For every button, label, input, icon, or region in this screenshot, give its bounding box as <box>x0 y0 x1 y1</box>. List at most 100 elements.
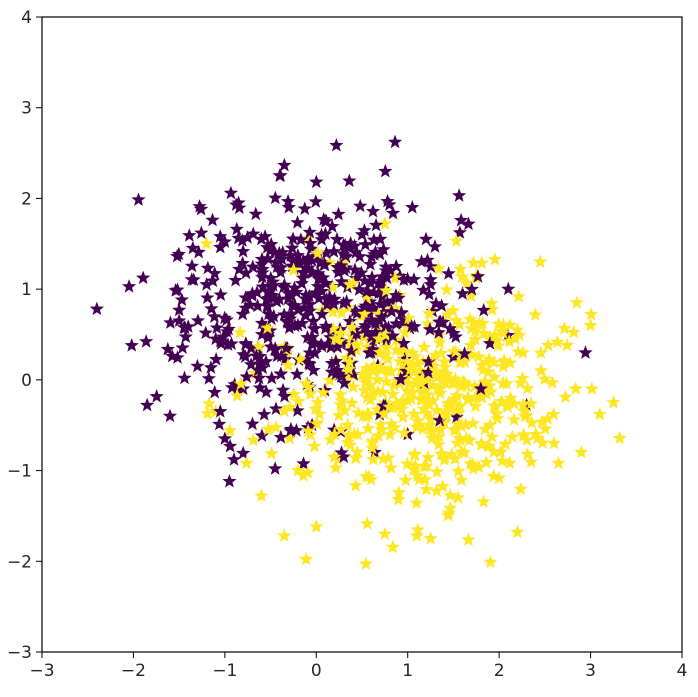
point-class-1 <box>520 446 535 461</box>
point-class-0 <box>245 259 260 274</box>
point-class-1 <box>515 345 531 359</box>
point-class-1 <box>423 531 438 545</box>
point-class-1 <box>481 438 497 453</box>
point-class-1 <box>413 376 429 390</box>
point-class-1 <box>365 435 380 450</box>
point-class-0 <box>353 198 368 213</box>
point-class-0 <box>194 225 209 240</box>
point-class-1 <box>388 301 403 315</box>
point-class-1 <box>537 371 552 386</box>
point-class-0 <box>325 219 340 233</box>
point-class-0 <box>213 404 228 418</box>
point-class-0 <box>231 230 246 245</box>
point-class-1 <box>424 430 440 445</box>
point-class-0 <box>177 370 192 385</box>
point-class-1 <box>340 299 355 314</box>
point-class-1 <box>450 490 466 504</box>
point-class-0 <box>149 389 164 403</box>
point-class-0 <box>259 384 274 399</box>
x-tick-label: −2 <box>121 661 146 681</box>
point-class-1 <box>410 356 425 370</box>
point-class-1 <box>412 471 427 486</box>
point-class-1 <box>342 277 358 291</box>
point-class-0 <box>449 409 464 424</box>
point-class-1 <box>474 357 489 372</box>
point-class-1 <box>491 470 507 485</box>
point-class-0 <box>222 473 237 488</box>
point-class-1 <box>418 472 433 486</box>
point-class-0 <box>174 292 189 307</box>
point-class-0 <box>217 431 232 445</box>
point-class-1 <box>414 392 430 407</box>
point-class-0 <box>255 270 270 284</box>
point-class-1 <box>301 423 316 438</box>
point-class-1 <box>498 436 513 451</box>
point-class-0 <box>258 354 274 368</box>
point-class-1 <box>409 372 424 387</box>
point-class-1 <box>293 352 308 366</box>
point-class-0 <box>330 259 345 274</box>
point-class-1 <box>463 456 478 470</box>
point-class-1 <box>516 397 531 411</box>
point-class-0 <box>254 231 269 246</box>
x-tick-label: 2 <box>494 661 505 681</box>
point-class-1 <box>261 421 276 436</box>
point-class-1 <box>358 556 374 570</box>
point-class-1 <box>423 411 438 426</box>
point-class-1 <box>503 390 518 405</box>
point-class-1 <box>326 321 341 335</box>
point-class-1 <box>493 444 508 459</box>
point-class-0 <box>276 279 291 294</box>
point-class-1 <box>481 364 496 378</box>
point-class-0 <box>470 269 486 283</box>
point-class-0 <box>280 315 295 329</box>
point-class-0 <box>296 253 311 268</box>
point-class-1 <box>416 387 432 401</box>
point-class-0 <box>309 174 324 189</box>
point-class-1 <box>384 416 399 431</box>
point-class-0 <box>89 301 104 316</box>
point-class-0 <box>285 258 300 273</box>
point-class-1 <box>403 362 418 376</box>
point-class-1 <box>420 450 436 464</box>
point-class-1 <box>383 363 399 378</box>
point-class-1 <box>505 429 520 444</box>
point-class-0 <box>121 279 137 293</box>
point-class-1 <box>375 384 390 399</box>
point-class-1 <box>419 482 434 496</box>
y-tick-label: −1 <box>7 462 32 482</box>
point-class-0 <box>213 229 228 243</box>
point-class-0 <box>199 277 214 291</box>
point-class-0 <box>252 380 268 395</box>
point-class-1 <box>459 431 474 445</box>
point-class-1 <box>495 453 510 468</box>
point-class-1 <box>341 428 356 442</box>
point-class-0 <box>193 201 209 216</box>
point-class-1 <box>528 307 543 321</box>
point-class-0 <box>347 262 363 277</box>
point-class-1 <box>323 432 338 446</box>
point-class-1 <box>507 331 523 345</box>
point-class-0 <box>265 288 280 303</box>
point-class-1 <box>279 345 295 360</box>
point-class-1 <box>412 417 427 432</box>
point-class-0 <box>443 321 458 335</box>
point-class-1 <box>268 419 284 434</box>
point-class-0 <box>304 336 320 351</box>
point-class-1 <box>429 483 444 498</box>
point-class-0 <box>178 329 193 344</box>
point-class-1 <box>462 432 477 447</box>
point-class-1 <box>383 460 399 475</box>
point-class-1 <box>299 376 314 390</box>
point-class-1 <box>358 372 373 387</box>
point-class-0 <box>264 370 279 385</box>
point-class-1 <box>405 385 420 399</box>
point-class-1 <box>429 403 445 417</box>
point-class-1 <box>449 388 465 402</box>
point-class-0 <box>267 342 282 357</box>
point-class-1 <box>307 438 322 453</box>
point-class-1 <box>533 345 548 359</box>
point-class-0 <box>172 302 187 317</box>
point-class-1 <box>327 426 342 441</box>
point-class-0 <box>185 240 200 255</box>
